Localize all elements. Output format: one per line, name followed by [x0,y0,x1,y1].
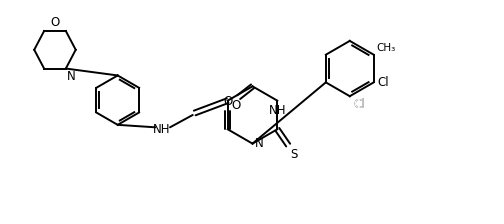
Text: S: S [291,148,298,161]
Text: O: O [223,95,232,108]
Text: O: O [50,16,59,29]
Text: N: N [255,137,263,150]
Text: CH₃: CH₃ [376,43,396,53]
Text: N: N [68,69,76,82]
Text: Cl: Cl [354,98,365,111]
Text: NH: NH [152,123,170,136]
Text: O: O [231,99,240,112]
Text: Cl: Cl [354,98,365,111]
Text: NH: NH [269,104,286,117]
Text: Cl: Cl [377,76,389,89]
